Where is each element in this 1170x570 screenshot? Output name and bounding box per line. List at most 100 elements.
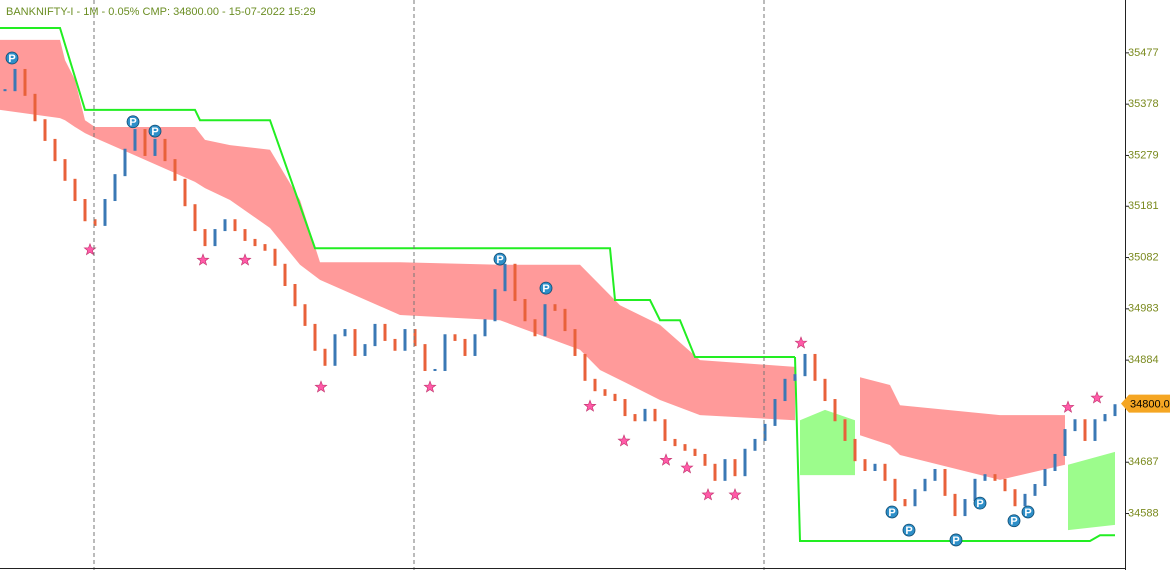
y-tick-label: 35181	[1128, 200, 1159, 212]
brick	[333, 334, 337, 366]
brick	[313, 323, 317, 351]
star-marker	[701, 487, 715, 501]
star-marker	[728, 487, 742, 501]
brick	[123, 148, 127, 177]
brick	[303, 304, 307, 326]
brick	[623, 399, 627, 417]
band-line	[794, 356, 1115, 542]
brick	[513, 263, 517, 302]
star-marker	[583, 399, 597, 412]
brick	[103, 199, 107, 226]
brick	[43, 119, 47, 141]
brick	[963, 499, 967, 517]
p-marker-label: P	[888, 507, 895, 519]
brick	[653, 408, 657, 422]
brick	[843, 419, 847, 441]
brick	[1053, 453, 1057, 471]
brick	[463, 338, 467, 356]
brick	[753, 438, 757, 451]
brick	[1083, 419, 1087, 441]
brick	[133, 129, 137, 151]
brick	[173, 159, 177, 181]
brick	[613, 393, 617, 402]
brick	[553, 304, 557, 311]
brick	[783, 378, 787, 402]
brick	[1023, 493, 1027, 507]
brick	[1003, 478, 1007, 492]
brick	[453, 334, 457, 341]
brick	[293, 284, 297, 307]
band-line	[0, 26, 795, 359]
brick	[73, 178, 77, 202]
brick	[53, 138, 57, 162]
cloud	[800, 409, 1115, 531]
brick	[683, 444, 687, 451]
y-tick-label: 34687	[1128, 456, 1159, 468]
y-tick-label: 34983	[1128, 303, 1159, 315]
p-marker-label: P	[976, 498, 983, 510]
p-marker	[902, 523, 916, 537]
brick	[853, 438, 857, 462]
brick	[193, 204, 197, 232]
p-marker-label: P	[129, 117, 136, 129]
brick	[23, 68, 27, 96]
p-marker-label: P	[496, 254, 503, 266]
brick	[213, 229, 217, 247]
brick	[633, 414, 637, 422]
brick	[733, 459, 737, 477]
brick	[1043, 468, 1047, 487]
brick	[273, 248, 277, 266]
brick	[933, 468, 937, 481]
y-tick-label: 35477	[1128, 47, 1159, 59]
brick	[433, 368, 437, 371]
brick	[493, 289, 497, 322]
brick	[253, 238, 257, 247]
brick	[563, 308, 567, 332]
p-marker-label: P	[542, 283, 549, 295]
p-marker	[493, 252, 507, 266]
brick	[723, 459, 727, 481]
chart-title: BANKNIFTY-I - 1M - 0.05% CMP: 34800.00 -…	[6, 6, 316, 18]
brick	[673, 438, 677, 447]
p-marker	[1021, 505, 1035, 519]
brick	[943, 468, 947, 496]
brick	[573, 329, 577, 356]
p-marker	[885, 505, 899, 519]
brick	[773, 399, 777, 426]
brick	[3, 89, 7, 92]
y-tick-label: 34588	[1128, 507, 1159, 519]
brick	[33, 93, 37, 122]
star-marker	[196, 253, 210, 266]
brick	[793, 374, 797, 381]
brick	[713, 463, 717, 481]
brick	[153, 138, 157, 156]
brick	[983, 474, 987, 481]
brick	[913, 489, 917, 507]
brick	[203, 229, 207, 247]
brick	[263, 244, 267, 251]
brick	[533, 319, 537, 337]
brick	[583, 353, 587, 381]
brick	[1033, 484, 1037, 496]
brick	[473, 334, 477, 356]
p-marker	[973, 496, 987, 510]
brick	[973, 478, 977, 502]
brick	[63, 159, 67, 181]
star-marker	[1061, 400, 1075, 413]
brick	[423, 344, 427, 371]
brick	[743, 448, 747, 477]
brick	[603, 389, 607, 396]
star-marker	[314, 380, 328, 393]
brick	[163, 138, 167, 162]
brick	[523, 299, 527, 322]
brick	[893, 478, 897, 502]
brick	[283, 263, 287, 286]
brick	[693, 448, 697, 456]
brick	[413, 329, 417, 347]
brick	[183, 178, 187, 207]
last-price-label: 34800.00	[1130, 399, 1170, 411]
p-marker-label: P	[952, 535, 959, 547]
brick	[1113, 404, 1117, 417]
star-marker	[659, 453, 673, 466]
